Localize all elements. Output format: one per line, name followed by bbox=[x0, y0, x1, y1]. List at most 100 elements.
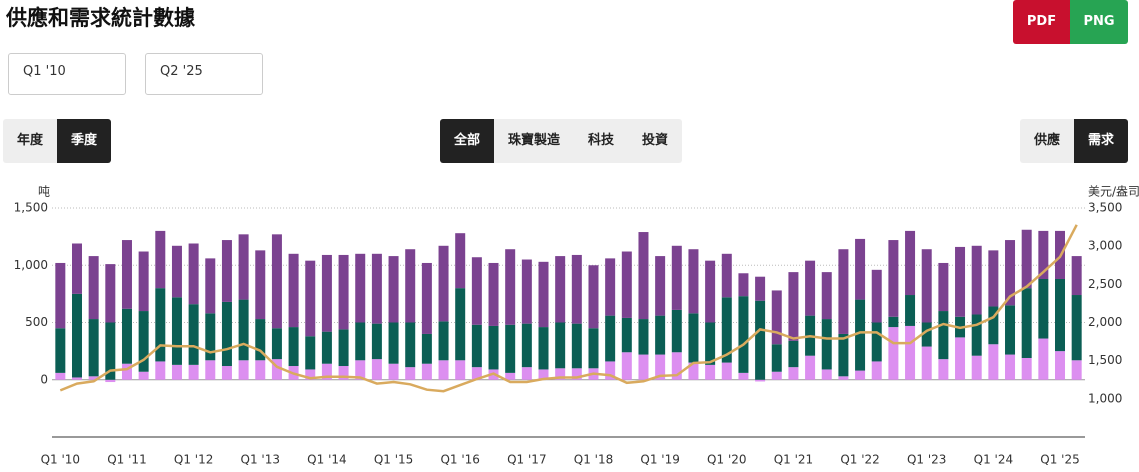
period-option[interactable]: 季度 bbox=[57, 119, 112, 163]
bar-segment bbox=[938, 311, 949, 360]
x-tick-label: Q1 '15 bbox=[374, 453, 413, 467]
bar-segment bbox=[521, 323, 532, 368]
bar-segment bbox=[55, 372, 66, 380]
x-tick-label: Q1 '10 bbox=[41, 453, 80, 467]
png-button[interactable]: PNG bbox=[1070, 0, 1128, 44]
bar-segment bbox=[805, 260, 816, 316]
side-option[interactable]: 需求 bbox=[1074, 119, 1129, 163]
x-tick-label: Q1 '22 bbox=[840, 453, 879, 467]
bar-segment bbox=[288, 253, 299, 328]
x-tick-label: Q1 '18 bbox=[574, 453, 613, 467]
y-tick-label: 1,000 bbox=[14, 258, 48, 272]
sector-option[interactable]: 科技 bbox=[588, 133, 615, 148]
bar-segment bbox=[371, 253, 382, 324]
y2-tick-label: 1,000 bbox=[1088, 391, 1122, 405]
bar-segment bbox=[471, 367, 482, 380]
to-input[interactable]: Q2 '25 bbox=[145, 53, 263, 95]
x-tick-label: Q1 '12 bbox=[174, 453, 213, 467]
bar-segment bbox=[255, 319, 266, 361]
sector-option[interactable]: 全部 bbox=[440, 119, 495, 163]
bar-segment bbox=[621, 251, 632, 318]
bar-segment bbox=[88, 376, 99, 380]
bar-segment bbox=[271, 328, 282, 360]
bar-segment bbox=[555, 368, 566, 380]
bar-segment bbox=[855, 299, 866, 371]
bar-segment bbox=[188, 243, 199, 305]
bar-segment bbox=[888, 327, 899, 380]
bar-segment bbox=[171, 297, 182, 365]
bar-segment bbox=[571, 254, 582, 324]
bar-segment bbox=[688, 249, 699, 314]
sector-option[interactable]: 投資 bbox=[642, 133, 669, 148]
bar-segment bbox=[721, 253, 732, 298]
side-option[interactable]: 供應 bbox=[1034, 133, 1061, 148]
x-tick-label: Q1 '21 bbox=[774, 453, 813, 467]
bar-segment bbox=[538, 369, 549, 380]
bar-segment bbox=[1055, 351, 1066, 380]
bar-segment bbox=[271, 359, 282, 380]
bar-segment bbox=[288, 327, 299, 367]
bar-segment bbox=[438, 360, 449, 380]
bar-segment bbox=[338, 254, 349, 330]
bar-segment bbox=[1071, 360, 1082, 380]
bar-segment bbox=[338, 329, 349, 367]
bar-segment bbox=[888, 316, 899, 328]
bar-segment bbox=[221, 240, 232, 302]
bar-segment bbox=[971, 245, 982, 315]
bar-segment bbox=[355, 322, 366, 361]
x-tick-label: Q1 '11 bbox=[107, 453, 146, 467]
sector-option[interactable]: 珠寶製造 bbox=[508, 133, 561, 148]
bar-segment bbox=[388, 256, 399, 323]
bar-segment bbox=[55, 262, 66, 329]
bar-segment bbox=[705, 322, 716, 365]
from-input[interactable]: Q1 '10 bbox=[8, 53, 126, 95]
y-tick-label: 500 bbox=[25, 315, 48, 329]
period-option[interactable]: 年度 bbox=[17, 133, 44, 148]
bar-segment bbox=[988, 306, 999, 345]
bar-segment bbox=[771, 344, 782, 372]
pdf-button[interactable]: PDF bbox=[1013, 0, 1070, 44]
bar-segment bbox=[655, 354, 666, 380]
bar-segment bbox=[638, 232, 649, 320]
bar-segment bbox=[405, 367, 416, 380]
bar-segment bbox=[1038, 278, 1049, 339]
bar-segment bbox=[721, 362, 732, 380]
bar-segment bbox=[455, 233, 466, 289]
bar-segment bbox=[138, 251, 149, 312]
bar-segment bbox=[871, 361, 882, 380]
bar-segment bbox=[455, 288, 466, 361]
x-tick-label: Q1 '20 bbox=[707, 453, 746, 467]
bar-segment bbox=[1038, 230, 1049, 279]
bar-segment bbox=[821, 272, 832, 320]
bar-segment bbox=[671, 352, 682, 380]
bar-segment bbox=[638, 354, 649, 380]
bar-segment bbox=[938, 359, 949, 380]
bar-segment bbox=[1021, 357, 1032, 380]
bar-segment bbox=[188, 304, 199, 365]
x-tick-label: Q1 '14 bbox=[307, 453, 346, 467]
bar-segment bbox=[838, 333, 849, 377]
bar-segment bbox=[771, 290, 782, 345]
bar-segment bbox=[888, 240, 899, 317]
bar-segment bbox=[438, 321, 449, 361]
bar-segment bbox=[838, 376, 849, 380]
bar-segment bbox=[605, 258, 616, 316]
bar-segment bbox=[88, 256, 99, 320]
bar-segment bbox=[1005, 305, 1016, 355]
bar-segment bbox=[71, 243, 82, 294]
bar-segment bbox=[521, 367, 532, 380]
bar-segment bbox=[238, 234, 249, 300]
bar-segment bbox=[1071, 256, 1082, 296]
bar-segment bbox=[755, 379, 766, 382]
bar-segment bbox=[905, 295, 916, 326]
bar-segment bbox=[505, 249, 516, 325]
bar-segment bbox=[721, 297, 732, 363]
bar-segment bbox=[838, 249, 849, 334]
bar-segment bbox=[105, 379, 116, 383]
bar-segment bbox=[155, 288, 166, 362]
bar-segment bbox=[105, 322, 116, 380]
bar-segment bbox=[405, 249, 416, 323]
bar-segment bbox=[205, 313, 216, 361]
bar-segment bbox=[121, 308, 132, 364]
bar-segment bbox=[705, 260, 716, 323]
